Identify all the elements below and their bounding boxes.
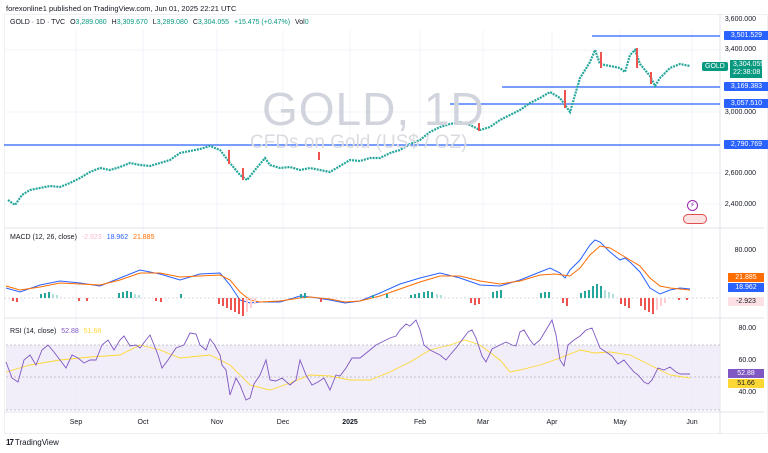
watermark-title: GOLD, 1D (262, 83, 485, 135)
rsi-axis-label: 80.00 (738, 325, 756, 332)
time-axis-label: Sep (69, 419, 83, 426)
macd-axis-label: 80.000 (734, 247, 756, 254)
price-axis-label: 2,600.000 (724, 170, 756, 177)
price-axis-label: 2,400.000 (724, 201, 756, 208)
macd-legend: MACD (12, 26, close) -2.923 18.962 21.88… (10, 234, 155, 241)
ohlc-legend: GOLD · 1D · TVC O3,289.080 H3,309.670 L3… (10, 19, 309, 26)
macd-tag: 18.962 (728, 283, 764, 292)
watermark-subtitle: CFDs on Gold (US$ / OZ) (250, 132, 468, 153)
us-flag-events-icon[interactable] (683, 214, 707, 224)
time-axis-label: Jun (686, 419, 698, 426)
level-tag[interactable]: 3,169.383 (724, 82, 768, 91)
macd-histogram-tag: -2.923 (728, 297, 764, 306)
level-tag[interactable]: 3,501.529 (724, 31, 768, 40)
time-axis-label: Oct (137, 419, 149, 426)
tradingview-branding[interactable]: 17 TradingView (6, 438, 59, 447)
low-value: 3,289.080 (156, 19, 188, 26)
rsi-axis-label: 40.00 (738, 389, 756, 396)
open-value: 3,289.080 (75, 19, 107, 26)
time-axis-label: Apr (546, 419, 558, 426)
rsi-ma-tag: 51.66 (728, 379, 764, 388)
price-axis-label: 3,000.000 (724, 109, 756, 116)
time-axis-label: Dec (276, 419, 290, 426)
symbol-tag: GOLD (702, 62, 728, 71)
current-price-tag: 3,304.055 22:38:08 (730, 60, 764, 78)
rsi-tag: 52.88 (728, 369, 764, 378)
price-axis-label: 3,600.000 (724, 16, 756, 23)
macd-histogram-value: -2.923 (81, 234, 102, 241)
rsi-ma-value: 51.66 (83, 328, 102, 335)
rsi-value: 52.88 (61, 328, 79, 335)
high-value: 3,309.670 (116, 19, 148, 26)
rsi-axis-label: 60.00 (738, 357, 756, 364)
bar-countdown: 22:38:08 (733, 69, 761, 76)
macd-value: 18.962 (106, 234, 129, 241)
tradingview-logo-icon: 17 (6, 438, 14, 447)
lightning-event-icon[interactable]: ⚡ (687, 200, 698, 211)
time-axis-label: 2025 (342, 419, 358, 426)
symbol-label: GOLD · 1D · TVC (10, 19, 66, 26)
time-axis-label: Nov (210, 419, 224, 426)
macd-signal-value: 21.885 (133, 234, 155, 241)
level-tag[interactable]: 2,790.769 (724, 140, 768, 149)
time-axis-label: Mar (476, 419, 490, 426)
macd-signal-tag: 21.885 (728, 273, 764, 282)
level-tag[interactable]: 3,057.510 (724, 99, 768, 108)
time-axis-label: May (613, 419, 627, 426)
publish-info: forexonline1 published on TradingView.co… (6, 4, 237, 13)
rsi-legend: RSI (14, close) 52.88 51.66 (10, 328, 102, 335)
close-value: 3,304.055 (197, 19, 230, 26)
price-axis-label: 3,400.000 (724, 46, 756, 53)
change-value: +15.475 (+0.47%) (233, 19, 291, 26)
time-axis-label: Feb (413, 419, 427, 426)
volume-value: 0 (304, 19, 309, 26)
